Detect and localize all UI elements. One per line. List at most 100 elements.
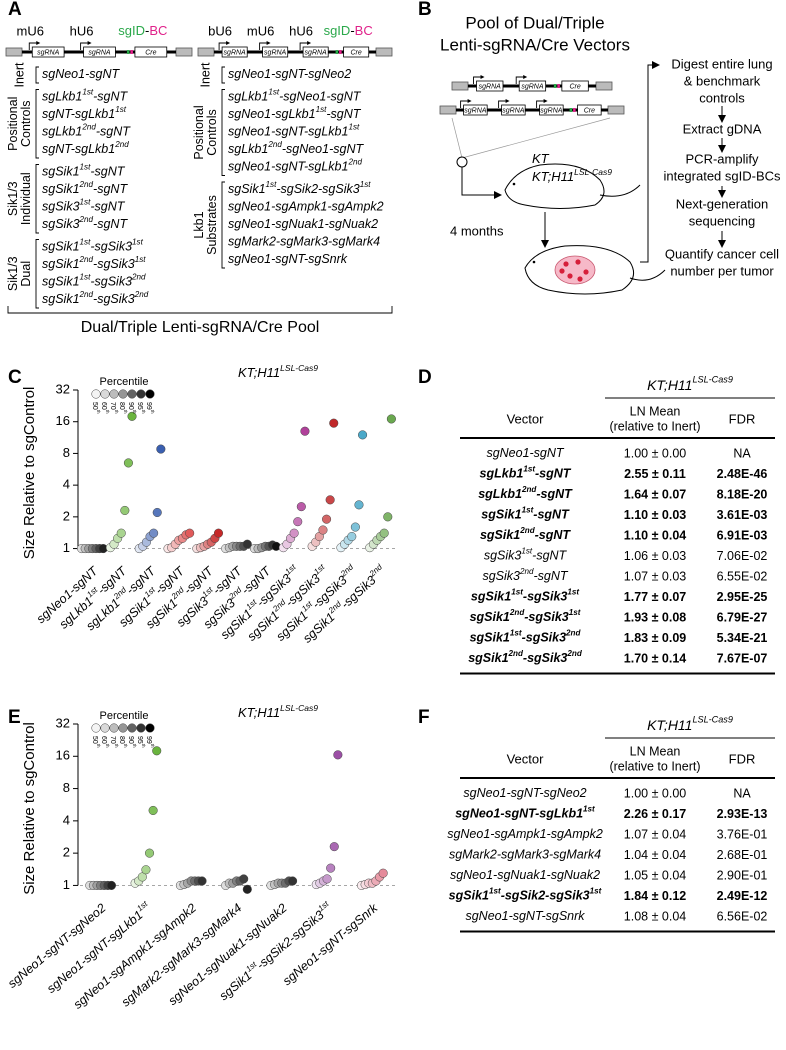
panel-letter: F <box>418 707 430 728</box>
percentile-point <box>144 848 155 858</box>
table-cell-part: sgNeo1-sgNT-sgNeo2 <box>463 786 586 800</box>
group-bracket <box>221 181 225 269</box>
promoter-arrow <box>515 76 525 84</box>
group-label: Inert <box>12 62 26 88</box>
legend-label: 60th <box>100 402 109 414</box>
vector-name-part: sgLkb1 <box>228 90 268 104</box>
y-tick-label: 8 <box>63 445 70 460</box>
legend-label-part: 60 <box>100 736 107 744</box>
legend-label-part: 90 <box>127 402 134 410</box>
vector-name-part: 1st <box>268 88 280 97</box>
table-cell-part: sgMark2-sgMark3-sgMark4 <box>449 848 601 862</box>
vector-name-part: sgNT-sgLkb1 <box>42 142 115 156</box>
vector-name: sgNeo1-sgNT-sgSnrk <box>228 252 348 266</box>
table-cell: 2.55 ± 0.11 <box>624 467 686 481</box>
percentile-point <box>106 880 116 890</box>
legend-label-part: th <box>123 410 128 414</box>
legend-label-part: 80 <box>118 402 125 410</box>
table-cell: sgSik12nd-sgNT <box>480 526 571 542</box>
table-cell-part: sgSik1 <box>470 631 510 645</box>
table-cell: 1.10 ± 0.04 <box>624 528 687 542</box>
legend-swatch <box>100 389 110 399</box>
workflow-step: sequencing <box>689 213 756 228</box>
y-tick-label: 4 <box>63 812 70 827</box>
barcode-part: - <box>145 23 149 38</box>
vector-name: sgNeo1-sgNT-sgLkb12nd <box>228 158 362 174</box>
percentile-point <box>156 444 166 454</box>
table-cell-part: sgSik1 <box>470 610 510 624</box>
table-cell-part: -sgSik3 <box>522 631 567 645</box>
promoter-arrowhead <box>226 41 231 45</box>
table-cell: sgNeo1-sgAmpk1-sgAmpk2 <box>447 827 603 841</box>
group-label: Sik1/3 <box>6 256 20 291</box>
table-cell: 6.56E-02 <box>717 909 768 923</box>
box-label: sgRNA <box>521 83 544 90</box>
vector-box <box>83 46 116 58</box>
table-cell: sgSik32nd-sgNT <box>482 567 568 583</box>
y-tick-label: 16 <box>56 413 70 428</box>
table-header: KT;H11LSL-Cas9 <box>647 715 733 733</box>
group-label: Dual <box>19 261 33 287</box>
vector-name: sgLkb11st-sgNT <box>42 88 129 104</box>
y-tick-label: 4 <box>63 477 70 492</box>
table-cell: sgNeo1-sgNT-sgLkb11st <box>455 805 595 821</box>
vector-name: sgLkb12nd-sgNeo1-sgNT <box>228 140 364 156</box>
legend-label-part: th <box>150 744 155 748</box>
percentile-point <box>300 426 310 436</box>
chart-title-part: LSL-Cas9 <box>280 363 318 373</box>
vector-name-part: sgSik1 <box>42 240 80 254</box>
mouse-label: KT <box>532 151 550 166</box>
table-cell: sgSik31st-sgNT <box>484 547 568 563</box>
promoter-label: mU6 <box>17 23 44 38</box>
workflow-step: Extract gDNA <box>683 121 762 136</box>
table-cell: 2.49E-12 <box>717 889 768 903</box>
table-cell: 2.93E-13 <box>717 807 768 821</box>
legend-label-part: 60 <box>100 402 107 410</box>
table-cell: 1.05 ± 0.04 <box>624 868 687 882</box>
vector-name-part: -sgNT <box>326 107 361 121</box>
legend-swatch <box>109 389 119 399</box>
table-cell-part: sgSik1 <box>471 590 511 604</box>
table-cell-part: 2nd <box>519 567 534 576</box>
tumor <box>567 273 573 279</box>
promoter-arrowhead <box>543 99 548 103</box>
barcode-part: - <box>350 23 354 38</box>
vector-name-part: 2nd <box>347 158 362 167</box>
workflow-step: Digest entire lung <box>671 56 772 71</box>
barcode-part: BC <box>149 23 167 38</box>
percentile-point <box>386 414 396 424</box>
column-header: (relative to Inert) <box>609 759 700 773</box>
vector-box <box>31 46 65 58</box>
percentile-point <box>213 528 224 538</box>
vector-name-part: 1st <box>316 105 328 114</box>
mouse <box>504 163 605 209</box>
legend-label-part: th <box>132 410 137 414</box>
box-label: sgRNA <box>88 49 111 56</box>
vector-name-part: 2nd <box>131 273 146 282</box>
table-cell: sgSik11st-sgSik2-sgSik31st <box>449 887 602 903</box>
group-label: Positional <box>192 105 206 159</box>
barcode-label: sgID-BC <box>118 23 167 38</box>
vector-name: sgLkb11st-sgNeo1-sgNT <box>228 88 362 104</box>
table-cell-part: 1st <box>569 608 581 617</box>
vector-name: sgNT-sgLkb11st <box>42 105 127 121</box>
table-cell: sgNeo1-sgNT-sgNeo2 <box>463 786 586 800</box>
percentile-point <box>242 884 252 894</box>
vector-box <box>476 80 504 92</box>
promoter-arrow <box>259 42 268 50</box>
ltr <box>375 47 393 57</box>
table-cell: sgSik12nd-sgSik32nd <box>468 649 583 665</box>
y-tick-label: 1 <box>63 540 70 555</box>
ltr <box>5 47 23 57</box>
workflow-step: controls <box>699 90 745 105</box>
table-cell-part: sgSik1 <box>480 528 520 542</box>
vector-name: sgMark2-sgMark3-sgMark4 <box>228 235 380 249</box>
vector-name-part: 2nd <box>79 255 94 264</box>
ltr <box>197 47 215 57</box>
legend-label: 60th <box>100 736 109 748</box>
group-label: Controls <box>19 100 33 147</box>
table-cell-part: -sgSik3 <box>523 651 568 665</box>
vector-name-part: 1st <box>348 123 360 132</box>
percentile-point <box>322 514 332 524</box>
vector-name-part: 2nd <box>79 290 94 299</box>
